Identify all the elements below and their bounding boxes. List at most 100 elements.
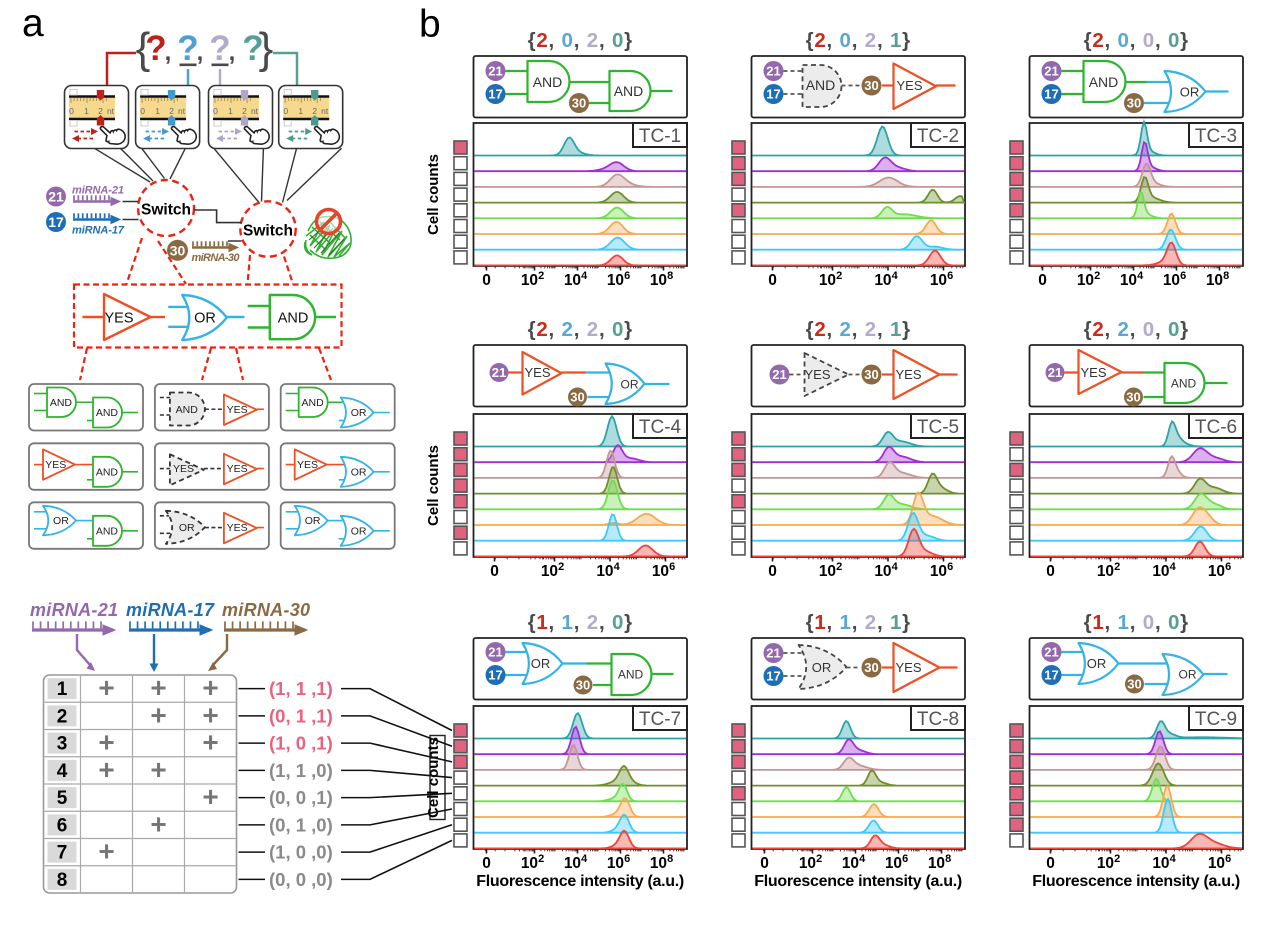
svg-text:OR: OR — [179, 522, 195, 534]
svg-text:+: + — [202, 699, 218, 730]
svg-text:30: 30 — [1127, 677, 1141, 692]
svg-text:21: 21 — [492, 365, 506, 380]
svg-text:?: ? — [177, 29, 198, 68]
svg-text:0: 0 — [1038, 272, 1047, 289]
svg-text:17: 17 — [48, 214, 64, 230]
svg-text:21: 21 — [1044, 645, 1058, 660]
svg-text:YES: YES — [1080, 365, 1106, 380]
svg-text:{2, 2, 2, 1}: {2, 2, 2, 1} — [806, 318, 911, 341]
svg-text:TC-3: TC-3 — [1195, 126, 1237, 147]
svg-text:nt: nt — [251, 106, 259, 116]
svg-text:AND: AND — [1171, 377, 1197, 391]
svg-text:Fluorescence intensity (a.u.): Fluorescence intensity (a.u.) — [1032, 873, 1240, 890]
svg-text:nt: nt — [321, 106, 329, 116]
svg-text:OR: OR — [53, 515, 69, 527]
svg-text:30: 30 — [864, 78, 878, 93]
svg-text:?: ? — [242, 29, 263, 68]
svg-text:b: b — [419, 3, 441, 46]
svg-text:AND: AND — [806, 77, 836, 93]
svg-text:{1, 1, 0, 0}: {1, 1, 0, 0} — [1084, 611, 1189, 634]
svg-text:TC-1: TC-1 — [639, 126, 681, 147]
svg-text:30: 30 — [570, 390, 584, 405]
svg-text:{2, 0, 0, 0}: {2, 0, 0, 0} — [1084, 29, 1189, 52]
svg-text:0: 0 — [213, 106, 218, 116]
svg-text:OR: OR — [812, 660, 832, 675]
svg-text:OR: OR — [351, 407, 367, 419]
svg-text:TC-6: TC-6 — [1195, 417, 1237, 438]
svg-text:AND: AND — [1089, 74, 1119, 90]
svg-text:+: + — [202, 781, 218, 812]
svg-text:OR: OR — [1180, 85, 1200, 100]
svg-text:TC-9: TC-9 — [1195, 709, 1237, 730]
svg-text:OR: OR — [531, 656, 551, 671]
svg-text:30: 30 — [576, 678, 590, 693]
svg-text:+: + — [202, 672, 218, 703]
svg-text:YES: YES — [227, 404, 248, 416]
svg-text:AND: AND — [278, 311, 309, 327]
svg-text:21: 21 — [1048, 365, 1062, 380]
svg-text:6: 6 — [57, 815, 68, 836]
svg-text:{1, 1, 2, 1}: {1, 1, 2, 1} — [806, 611, 911, 634]
svg-text:0: 0 — [140, 106, 145, 116]
svg-text:+: + — [98, 836, 114, 867]
svg-text:17: 17 — [766, 87, 780, 102]
svg-text:OR: OR — [351, 525, 367, 537]
svg-text:2: 2 — [169, 106, 174, 116]
svg-text:YES: YES — [895, 660, 921, 675]
svg-text:OR: OR — [1087, 656, 1107, 671]
svg-text:YES: YES — [104, 311, 133, 327]
svg-text:miRNA-17: miRNA-17 — [72, 225, 125, 237]
svg-text:17: 17 — [488, 87, 502, 102]
svg-text:+: + — [150, 808, 166, 839]
svg-text:a: a — [22, 2, 44, 45]
svg-text:AND: AND — [96, 525, 119, 537]
svg-text:2: 2 — [242, 106, 247, 116]
svg-text:{2, 0, 2, 0}: {2, 0, 2, 0} — [528, 29, 633, 52]
svg-text:AND: AND — [614, 83, 644, 99]
svg-text:nt: nt — [107, 106, 115, 116]
svg-text:?: ? — [209, 29, 230, 68]
svg-text:,: , — [165, 39, 172, 66]
svg-text:21: 21 — [772, 367, 786, 382]
svg-text:{2, 2, 0, 0}: {2, 2, 0, 0} — [1084, 318, 1189, 341]
svg-text:+: + — [98, 754, 114, 785]
svg-text:21: 21 — [766, 646, 780, 661]
svg-text:Switch: Switch — [243, 223, 293, 240]
svg-text:0: 0 — [768, 272, 777, 289]
svg-text:AND: AND — [618, 668, 644, 682]
svg-text:+: + — [150, 672, 166, 703]
svg-text:30: 30 — [1127, 96, 1141, 111]
svg-text:YES: YES — [45, 459, 66, 471]
svg-text:1: 1 — [228, 106, 233, 116]
svg-text:3: 3 — [57, 734, 68, 755]
svg-text:2: 2 — [312, 106, 317, 116]
svg-text:(1, 1 ,0): (1, 1 ,0) — [269, 760, 333, 781]
svg-text:AND: AND — [96, 466, 119, 478]
svg-text:TC-4: TC-4 — [639, 417, 682, 438]
svg-text:0: 0 — [482, 272, 491, 289]
svg-text:17: 17 — [488, 668, 502, 683]
svg-text:AND: AND — [176, 404, 199, 416]
svg-text:21: 21 — [488, 64, 502, 79]
svg-text:Fluorescence intensity (a.u.): Fluorescence intensity (a.u.) — [476, 873, 684, 890]
svg-text:YES: YES — [297, 459, 318, 471]
svg-text:0: 0 — [283, 106, 288, 116]
svg-text:miRNA-30: miRNA-30 — [222, 600, 310, 620]
svg-text:{2, 2, 2, 0}: {2, 2, 2, 0} — [528, 318, 633, 341]
svg-text:30: 30 — [572, 96, 586, 111]
svg-text:17: 17 — [1044, 668, 1058, 683]
svg-text:30: 30 — [864, 367, 878, 382]
svg-text:OR: OR — [621, 378, 639, 392]
svg-text:0: 0 — [482, 855, 491, 872]
svg-text:TC-2: TC-2 — [917, 126, 959, 147]
svg-text:+: + — [98, 672, 114, 703]
svg-text:17: 17 — [1044, 87, 1058, 102]
svg-text:+: + — [150, 699, 166, 730]
svg-text:(1, 0 ,0): (1, 0 ,0) — [269, 842, 333, 863]
svg-text:+: + — [150, 754, 166, 785]
svg-text:+: + — [202, 727, 218, 758]
svg-text:21: 21 — [766, 64, 780, 79]
svg-text:OR: OR — [1179, 668, 1197, 682]
svg-text:7: 7 — [57, 843, 68, 864]
svg-text:30: 30 — [1126, 390, 1140, 405]
